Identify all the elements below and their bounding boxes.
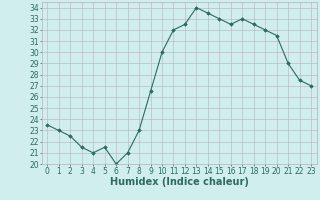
X-axis label: Humidex (Indice chaleur): Humidex (Indice chaleur) bbox=[110, 177, 249, 187]
